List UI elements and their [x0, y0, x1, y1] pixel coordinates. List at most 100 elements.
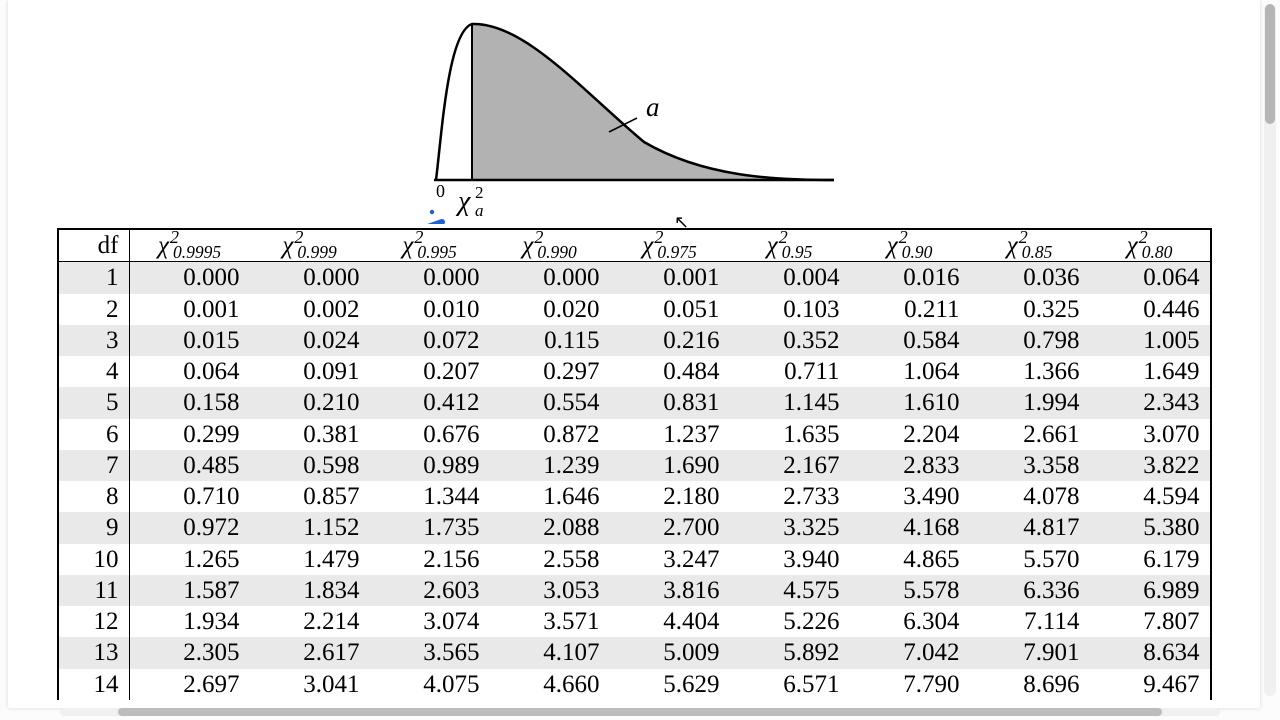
cell-value: 0.002 — [250, 294, 370, 325]
table-body: 10.0000.0000.0000.0000.0010.0040.0160.03… — [58, 262, 1211, 700]
cell-value: 1.834 — [250, 575, 370, 606]
cell-value: 0.299 — [129, 419, 250, 450]
table-row: 50.1580.2100.4120.5540.8311.1451.6101.99… — [58, 387, 1211, 418]
cell-value: 0.158 — [129, 387, 250, 418]
cell-value: 1.064 — [850, 356, 970, 387]
cell-value: 0.554 — [490, 387, 610, 418]
svg-text:χ: χ — [455, 186, 471, 217]
chi-square-table: dfχ20.9995χ20.999χ20.995χ20.990χ20.975χ2… — [57, 228, 1212, 700]
cell-value: 5.380 — [1090, 512, 1211, 543]
document-page: a 0 χ 2 a ↖ dfχ20.9995χ20.999χ20.995χ20.… — [8, 0, 1260, 708]
cell-value: 2.603 — [370, 575, 490, 606]
cell-value: 6.179 — [1090, 544, 1211, 575]
cell-value: 1.366 — [970, 356, 1090, 387]
cell-value: 7.790 — [850, 669, 970, 700]
cell-value: 5.578 — [850, 575, 970, 606]
cell-value: 0.064 — [129, 356, 250, 387]
cell-value: 0.872 — [490, 419, 610, 450]
horizontal-scrollbar-thumb[interactable] — [118, 708, 1162, 716]
cell-value: 1.610 — [850, 387, 970, 418]
cell-df: 13 — [58, 637, 130, 668]
cell-value: 0.584 — [850, 325, 970, 356]
cell-value: 0.072 — [370, 325, 490, 356]
cell-df: 11 — [58, 575, 130, 606]
cell-df: 4 — [58, 356, 130, 387]
cell-value: 0.325 — [970, 294, 1090, 325]
cell-value: 2.305 — [129, 637, 250, 668]
table-row: 111.5871.8342.6033.0533.8164.5755.5786.3… — [58, 575, 1211, 606]
table-row: 142.6973.0414.0754.6605.6296.5717.7908.6… — [58, 669, 1211, 700]
cell-value: 0.484 — [610, 356, 730, 387]
cell-value: 2.088 — [490, 512, 610, 543]
cell-value: 0.001 — [129, 294, 250, 325]
cell-df: 2 — [58, 294, 130, 325]
chi-density-figure: a 0 χ 2 a ↖ — [28, 12, 1240, 224]
cell-df: 3 — [58, 325, 130, 356]
svg-text:a: a — [475, 201, 484, 220]
cell-value: 0.598 — [250, 450, 370, 481]
cell-value: 1.934 — [129, 606, 250, 637]
cell-value: 0.036 — [970, 262, 1090, 294]
origin-label: 0 — [436, 181, 445, 201]
cell-value: 1.635 — [730, 419, 850, 450]
cell-value: 4.575 — [730, 575, 850, 606]
cell-value: 2.700 — [610, 512, 730, 543]
table-row: 101.2651.4792.1562.5583.2473.9404.8655.5… — [58, 544, 1211, 575]
cell-value: 2.833 — [850, 450, 970, 481]
cell-value: 3.490 — [850, 481, 970, 512]
cell-value: 6.336 — [970, 575, 1090, 606]
cell-df: 5 — [58, 387, 130, 418]
cell-value: 0.000 — [129, 262, 250, 294]
cell-value: 4.865 — [850, 544, 970, 575]
cell-value: 4.075 — [370, 669, 490, 700]
col-header-alpha: χ20.995 — [370, 229, 490, 262]
cell-df: 10 — [58, 544, 130, 575]
vertical-scrollbar[interactable] — [1264, 4, 1276, 696]
cell-value: 2.697 — [129, 669, 250, 700]
cell-value: 3.041 — [250, 669, 370, 700]
col-header-alpha: χ20.975 — [610, 229, 730, 262]
cell-value: 2.617 — [250, 637, 370, 668]
cell-value: 7.901 — [970, 637, 1090, 668]
cell-value: 2.558 — [490, 544, 610, 575]
cell-value: 2.214 — [250, 606, 370, 637]
cell-value: 3.247 — [610, 544, 730, 575]
cell-value: 1.649 — [1090, 356, 1211, 387]
cell-value: 0.000 — [490, 262, 610, 294]
cell-value: 1.735 — [370, 512, 490, 543]
cell-value: 0.115 — [490, 325, 610, 356]
cell-value: 3.325 — [730, 512, 850, 543]
cell-value: 5.570 — [970, 544, 1090, 575]
cell-value: 3.816 — [610, 575, 730, 606]
cell-value: 4.168 — [850, 512, 970, 543]
cell-df: 6 — [58, 419, 130, 450]
cell-value: 1.587 — [129, 575, 250, 606]
horizontal-scrollbar[interactable] — [60, 708, 1220, 716]
cell-value: 1.646 — [490, 481, 610, 512]
cell-df: 9 — [58, 512, 130, 543]
cell-df: 8 — [58, 481, 130, 512]
table-row: 40.0640.0910.2070.2970.4840.7111.0641.36… — [58, 356, 1211, 387]
cell-value: 0.207 — [370, 356, 490, 387]
cell-value: 0.210 — [250, 387, 370, 418]
cell-value: 1.994 — [970, 387, 1090, 418]
cell-value: 5.629 — [610, 669, 730, 700]
table-row: 60.2990.3810.6760.8721.2371.6352.2042.66… — [58, 419, 1211, 450]
col-header-alpha: χ20.80 — [1090, 229, 1211, 262]
chi-density-svg: a 0 χ 2 a — [414, 12, 854, 224]
cell-value: 0.064 — [1090, 262, 1211, 294]
cell-df: 1 — [58, 262, 130, 294]
cell-value: 1.145 — [730, 387, 850, 418]
table-row: 70.4850.5980.9891.2391.6902.1672.8333.35… — [58, 450, 1211, 481]
cell-value: 0.103 — [730, 294, 850, 325]
table-header-row: dfχ20.9995χ20.999χ20.995χ20.990χ20.975χ2… — [58, 229, 1211, 262]
table-row: 121.9342.2143.0743.5714.4045.2266.3047.1… — [58, 606, 1211, 637]
cell-value: 2.733 — [730, 481, 850, 512]
cell-value: 3.822 — [1090, 450, 1211, 481]
cell-value: 5.226 — [730, 606, 850, 637]
blue-annotation — [414, 210, 442, 224]
cell-value: 2.167 — [730, 450, 850, 481]
vertical-scrollbar-thumb[interactable] — [1265, 4, 1275, 124]
cell-value: 0.211 — [850, 294, 970, 325]
cell-value: 3.571 — [490, 606, 610, 637]
